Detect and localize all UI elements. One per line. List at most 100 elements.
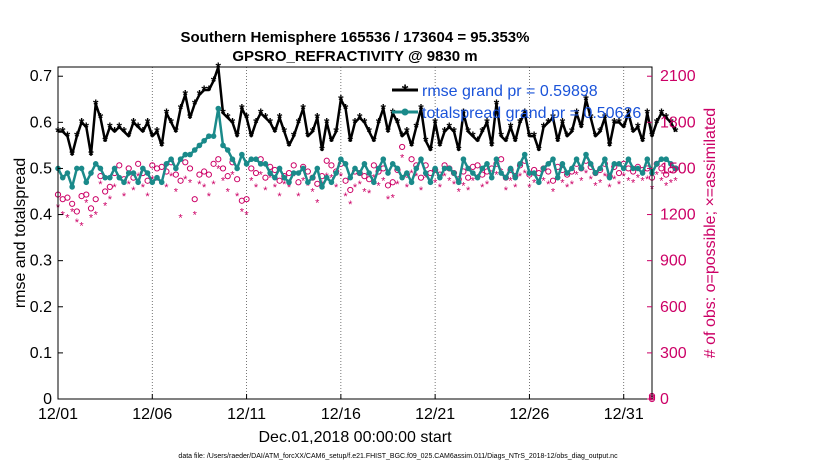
obs-assimilated-point: * — [560, 177, 565, 189]
obs-possible-point — [408, 156, 415, 163]
obs-assimilated-point: * — [292, 171, 297, 183]
totalspread-point — [474, 174, 481, 181]
obs-possible-point — [384, 182, 392, 189]
rmse-point: * — [197, 87, 203, 103]
obs-possible-point — [205, 171, 212, 178]
rmse-point: * — [536, 142, 542, 158]
totalspread-point — [380, 156, 387, 163]
totalspread-point — [371, 179, 377, 186]
totalspread-point — [187, 151, 193, 158]
totalspread-point — [606, 174, 613, 181]
totalspread-point — [305, 179, 311, 186]
rmse-point: * — [282, 124, 288, 140]
rmse-point: * — [79, 114, 85, 130]
obs-assimilated-point: * — [565, 182, 570, 194]
obs-assimilated-point: * — [358, 179, 363, 191]
totalspread-point — [229, 156, 236, 163]
obs-assimilated-point: * — [183, 174, 188, 186]
totalspread-point — [69, 184, 75, 190]
rmse-point: * — [126, 128, 132, 144]
y2-tick-label: 900 — [660, 253, 687, 270]
totalspread-point — [540, 165, 547, 172]
rmse-point: * — [69, 147, 75, 163]
rmse-point: * — [291, 128, 297, 144]
totalspread-point — [276, 165, 283, 172]
obs-assimilated-point: * — [122, 191, 127, 203]
x-axis-label: Dec.01,2018 00:00:00 start — [258, 429, 452, 446]
rmse-point: * — [310, 124, 316, 140]
rmse-point: * — [626, 105, 632, 121]
rmse-point: * — [475, 133, 481, 149]
obs-assimilated-point: * — [518, 171, 523, 183]
obs-possible-point — [417, 174, 425, 181]
rmse-point: * — [531, 128, 537, 144]
totalspread-point — [441, 165, 448, 172]
rmse-point: * — [470, 128, 476, 144]
totalspread-point — [554, 174, 561, 181]
rmse-point: * — [253, 114, 259, 130]
obs-possible-point — [252, 169, 260, 177]
totalspread-point — [668, 161, 674, 167]
obs-assimilated-point: * — [362, 187, 367, 199]
obs-possible-point — [262, 174, 269, 181]
obs-possible-point — [474, 162, 481, 169]
rmse-point: * — [630, 124, 636, 140]
totalspread-point — [352, 165, 358, 172]
rmse-point: * — [249, 128, 255, 144]
totalspread-point — [121, 179, 127, 186]
x-tick-label: 12/26 — [509, 406, 549, 423]
totalspread-point — [517, 161, 523, 167]
totalspread-point — [300, 165, 306, 172]
obs-assimilated-point: * — [589, 174, 594, 186]
totalspread-point — [286, 179, 292, 186]
obs-assimilated-point: * — [98, 179, 103, 191]
obs-possible-point — [106, 183, 113, 190]
totalspread-point — [135, 179, 141, 186]
totalspread-point — [446, 165, 453, 172]
y-tick-label: 0.2 — [30, 299, 52, 316]
obs-assimilated-point: * — [259, 170, 264, 182]
y-tick-label: 0.1 — [30, 345, 52, 362]
obs-assimilated-point: * — [631, 177, 636, 189]
totalspread-point — [323, 174, 330, 181]
rmse-point: * — [65, 128, 71, 144]
totalspread-point — [578, 165, 585, 172]
rmse-point: * — [98, 110, 104, 126]
rmse-point: * — [579, 119, 585, 135]
obs-assimilated-point: * — [136, 171, 141, 183]
rmse-point: * — [381, 101, 387, 117]
obs-assimilated-point: * — [598, 177, 603, 189]
x-tick-label: 12/01 — [38, 406, 78, 423]
rmse-point: * — [404, 124, 410, 140]
rmse-point: * — [461, 105, 467, 121]
chart-subtitle: GPSRO_REFRACTIVITY @ 9830 m — [232, 48, 477, 65]
obs-assimilated-point: * — [65, 213, 70, 225]
obs-assimilated-point: * — [263, 185, 268, 197]
rmse-point: * — [315, 110, 321, 126]
obs-assimilated-point: * — [669, 177, 674, 189]
obs-possible-point — [323, 157, 330, 164]
y-tick-label: 0.3 — [30, 253, 52, 270]
rmse-point: * — [399, 128, 405, 144]
totalspread-point — [418, 156, 424, 163]
y2-tick-label: 2100 — [660, 68, 696, 85]
totalspread-point — [672, 165, 679, 172]
rmse-point: * — [484, 114, 490, 130]
rmse-point: * — [414, 119, 420, 135]
totalspread-point — [488, 174, 495, 181]
totalspread-point — [253, 156, 259, 163]
rmse-point: * — [621, 119, 627, 135]
obs-assimilated-point: * — [282, 179, 287, 191]
rmse-point: * — [362, 114, 368, 130]
obs-possible-point — [215, 156, 222, 163]
totalspread-point — [625, 156, 632, 163]
rmse-point: * — [409, 137, 415, 153]
obs-possible-point — [69, 200, 76, 207]
totalspread-point — [394, 165, 401, 172]
obs-possible-point — [663, 171, 670, 178]
totalspread-point — [338, 156, 344, 163]
totalspread-point — [573, 156, 580, 163]
totalspread-point — [503, 174, 509, 181]
totalspread-point — [559, 161, 566, 167]
totalspread-point — [550, 156, 556, 163]
